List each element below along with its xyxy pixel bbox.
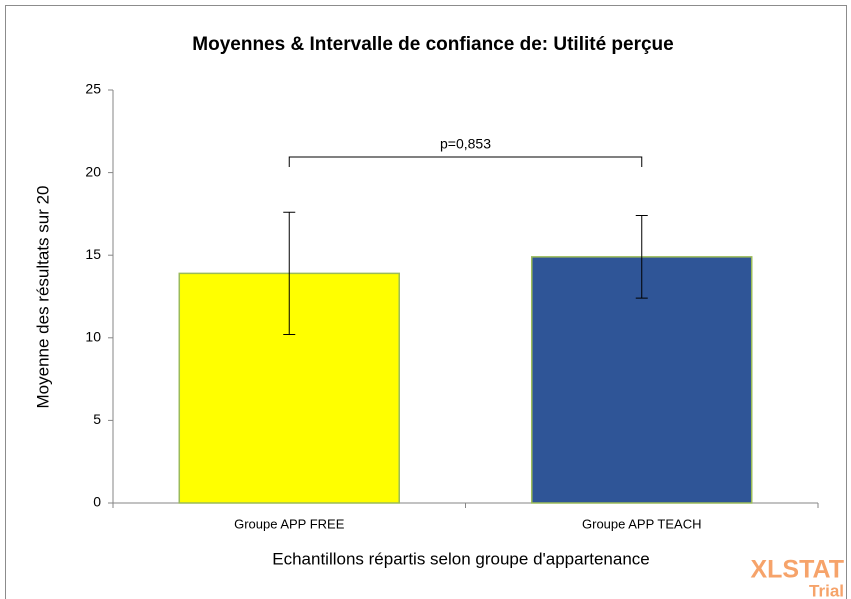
- error-bar: [635, 215, 648, 299]
- x-tick-label: Groupe APP TEACH: [582, 516, 701, 531]
- x-axis-label: Echantillons répartis selon groupe d'app…: [272, 549, 650, 568]
- error-bar: [283, 211, 296, 335]
- y-tick-label: 15: [85, 246, 101, 262]
- y-tick-label: 20: [85, 163, 101, 179]
- y-tick-label: 10: [85, 329, 101, 345]
- watermark: Trial: [809, 581, 844, 599]
- y-tick-label: 0: [93, 494, 101, 510]
- x-tick-label: Groupe APP FREE: [234, 516, 345, 531]
- watermark: XLSTAT: [750, 556, 844, 584]
- annotation: p=0,853: [440, 136, 491, 152]
- significance-bracket: [288, 156, 643, 167]
- y-tick-label: 5: [93, 411, 101, 427]
- chart-title: Moyennes & Intervalle de confiance de: U…: [192, 34, 673, 55]
- y-tick-label: 25: [85, 81, 101, 97]
- y-axis-label: Moyenne des résultats sur 20: [33, 185, 52, 408]
